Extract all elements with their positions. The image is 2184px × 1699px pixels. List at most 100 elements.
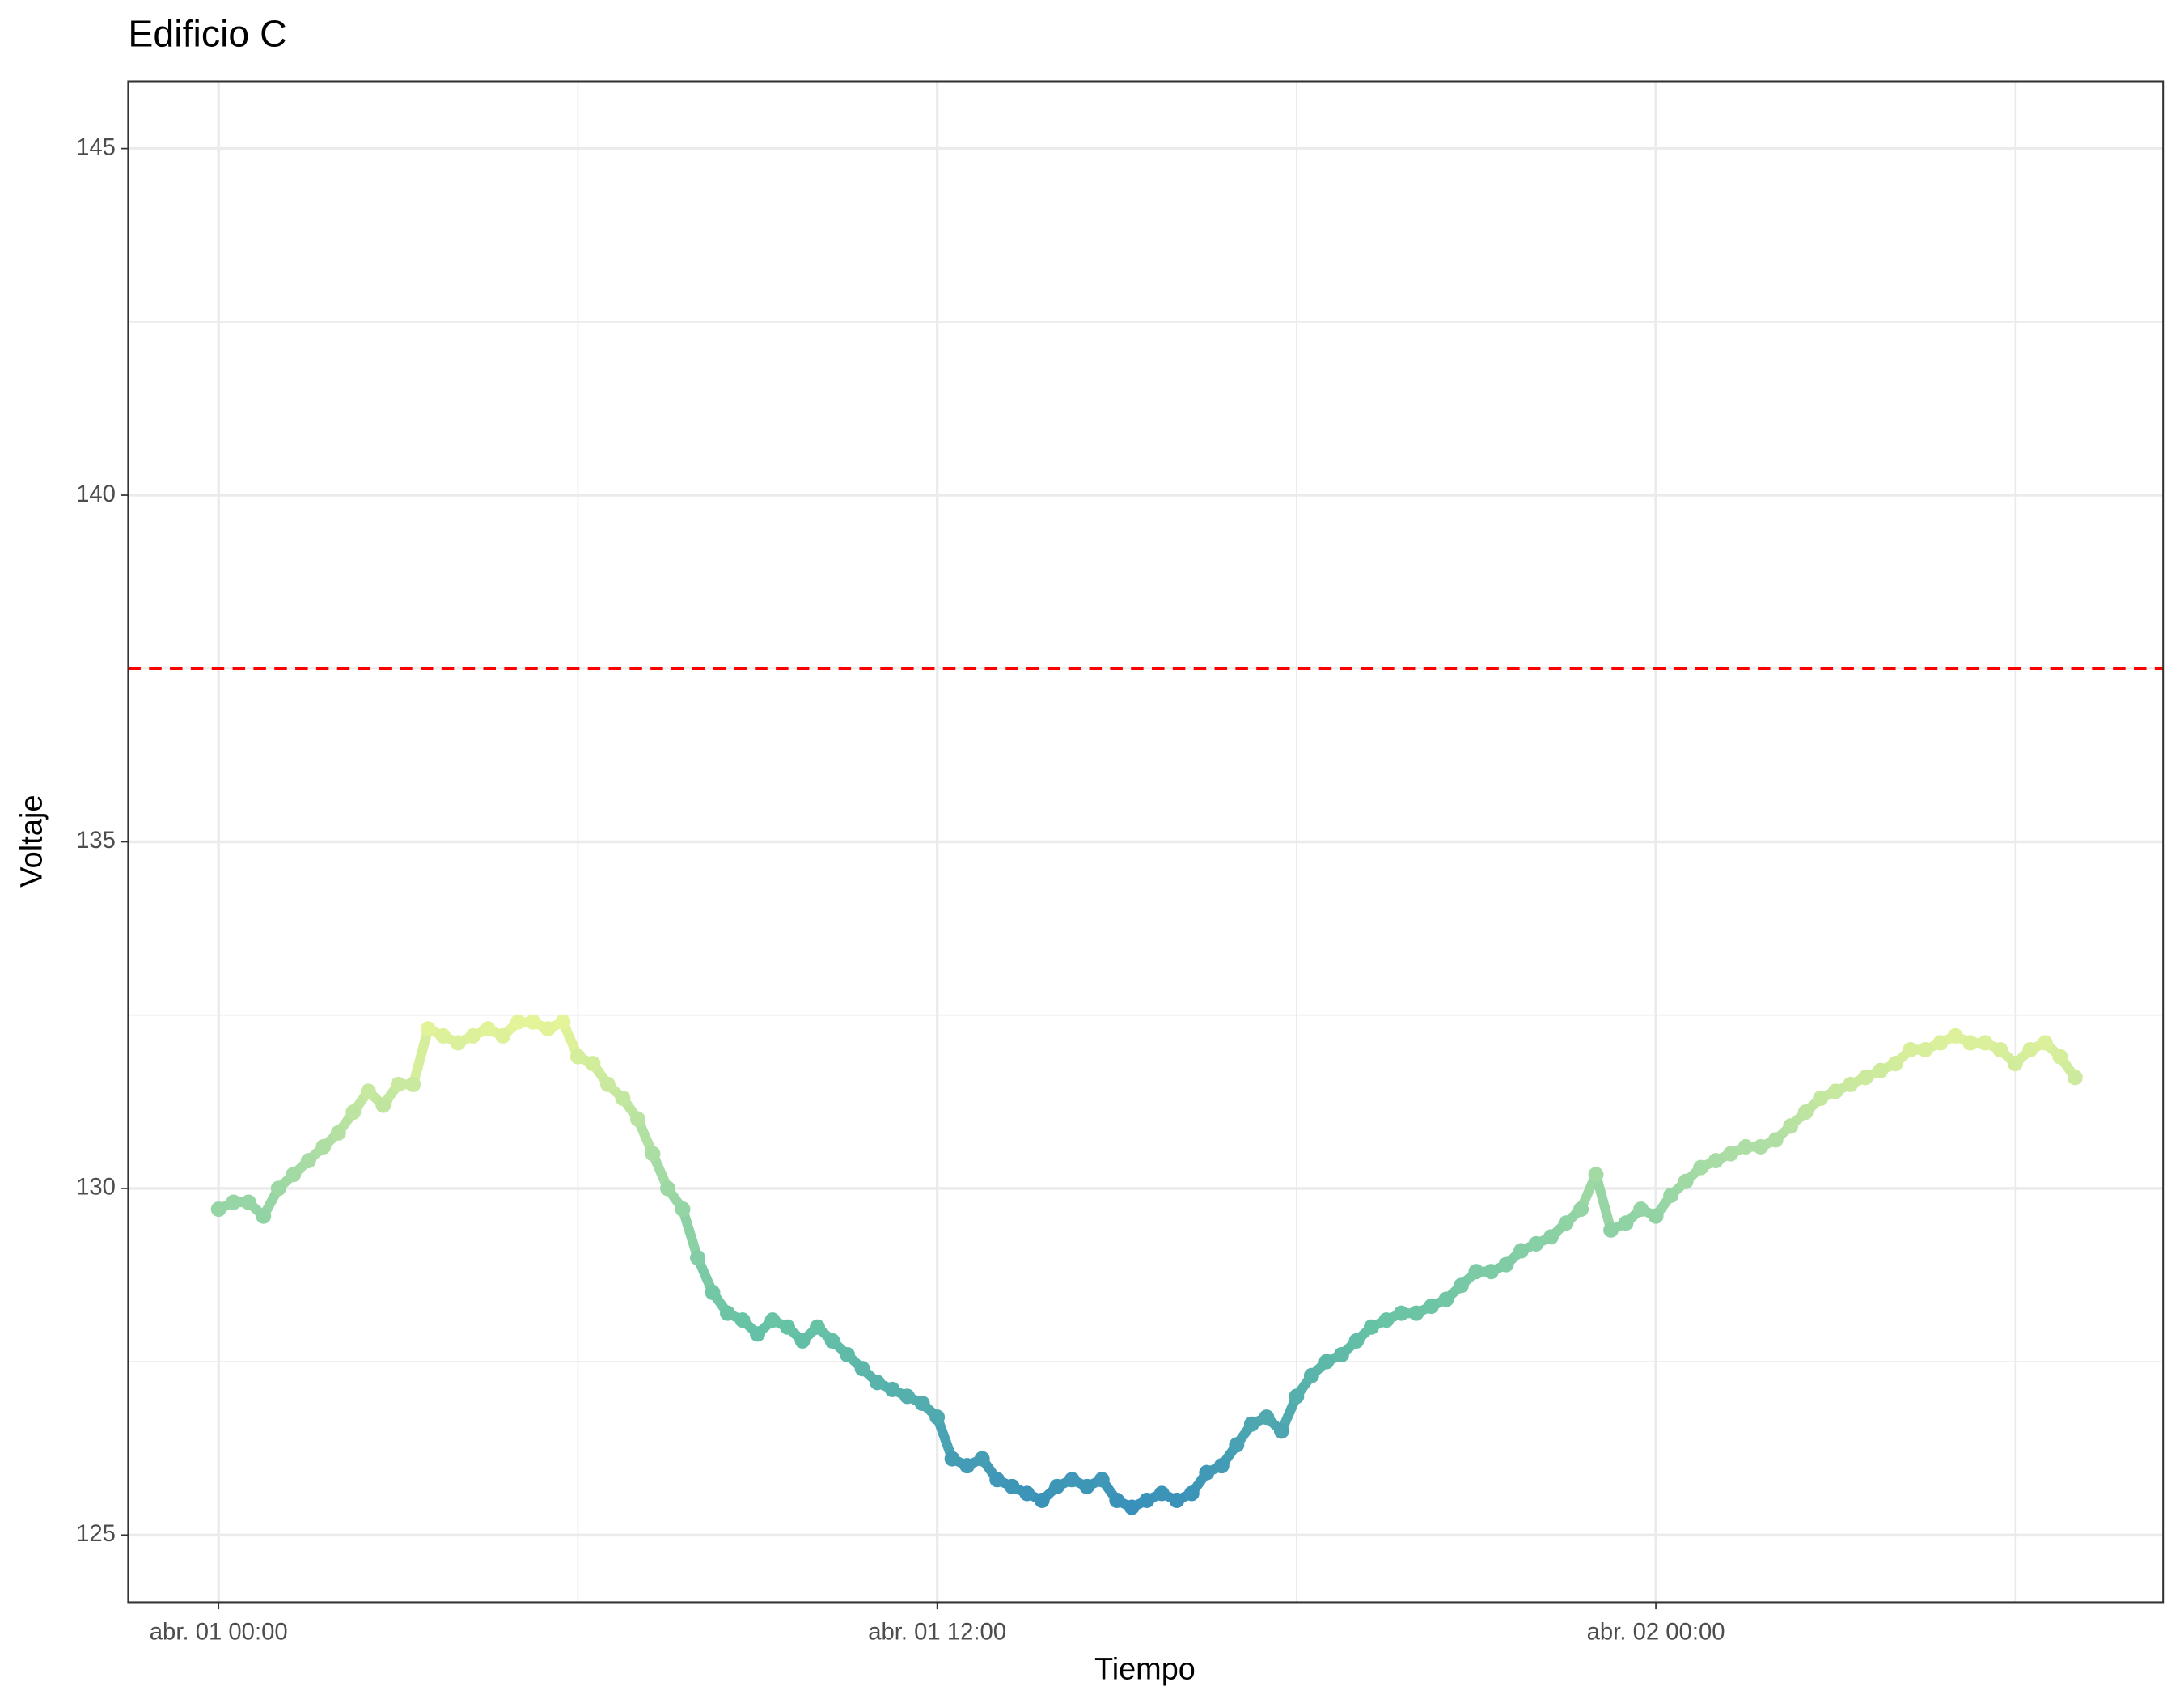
data-point	[675, 1201, 691, 1218]
data-point	[1633, 1201, 1649, 1218]
data-point	[1917, 1041, 1933, 1058]
data-point	[1932, 1035, 1949, 1051]
data-point	[615, 1090, 631, 1107]
data-point	[345, 1104, 362, 1121]
data-point	[1064, 1472, 1080, 1488]
y-axis-label: Voltaje	[15, 794, 49, 887]
data-point	[1857, 1070, 1873, 1086]
data-point	[1289, 1388, 1305, 1405]
data-point	[315, 1138, 332, 1155]
data-point	[1528, 1235, 1544, 1252]
data-point	[510, 1014, 526, 1030]
data-point	[1468, 1264, 1484, 1280]
data-point	[914, 1395, 930, 1412]
data-point	[1139, 1492, 1155, 1509]
data-point	[2037, 1035, 2053, 1051]
data-point	[420, 1021, 436, 1037]
data-point	[480, 1021, 496, 1037]
data-point	[555, 1014, 571, 1030]
data-point	[870, 1375, 886, 1391]
data-point	[750, 1326, 766, 1342]
line-segment	[677, 1204, 703, 1263]
chart-title: Edificio C	[128, 12, 286, 54]
data-point	[375, 1097, 392, 1113]
x-tick-label: abr. 01 00:00	[150, 1618, 288, 1645]
data-point	[645, 1146, 661, 1162]
data-point	[540, 1021, 556, 1037]
data-point	[1558, 1215, 1574, 1231]
x-tick-label: abr. 02 00:00	[1587, 1618, 1725, 1645]
data-point	[286, 1167, 302, 1183]
data-point	[1453, 1277, 1469, 1294]
y-tick-label: 140	[76, 481, 116, 507]
data-point	[1243, 1416, 1259, 1432]
data-point	[1273, 1423, 1289, 1439]
data-point	[525, 1014, 541, 1030]
data-point	[450, 1035, 466, 1051]
data-point	[585, 1056, 601, 1072]
data-point	[256, 1208, 272, 1224]
data-point	[1947, 1027, 1963, 1044]
data-point	[1378, 1312, 1395, 1328]
data-point	[660, 1180, 675, 1197]
data-point	[569, 1049, 586, 1065]
data-point	[1049, 1478, 1065, 1494]
data-point	[1977, 1035, 1993, 1051]
data-point	[1004, 1478, 1020, 1494]
data-point	[1259, 1409, 1275, 1426]
data-point	[1094, 1472, 1110, 1488]
data-point	[599, 1076, 616, 1092]
data-point	[780, 1319, 796, 1335]
data-point	[1843, 1076, 1859, 1092]
data-point	[1393, 1305, 1409, 1321]
data-point	[690, 1250, 705, 1266]
data-point	[989, 1472, 1005, 1488]
data-point	[2067, 1070, 2083, 1086]
line-segment	[1591, 1169, 1616, 1235]
data-point	[1753, 1138, 1769, 1155]
data-point	[629, 1111, 645, 1127]
data-point	[1408, 1305, 1424, 1321]
data-point	[1348, 1333, 1365, 1349]
data-point	[330, 1125, 346, 1141]
y-tick-label: 145	[76, 133, 116, 160]
data-point	[1873, 1062, 1889, 1078]
data-point	[1887, 1056, 1903, 1072]
plot-border	[127, 80, 2165, 1604]
data-point	[240, 1194, 256, 1210]
data-point	[1484, 1264, 1499, 1280]
data-point	[1543, 1229, 1559, 1245]
data-point	[1992, 1041, 2008, 1058]
data-point	[899, 1388, 916, 1405]
data-point	[705, 1284, 721, 1300]
data-point	[1124, 1499, 1140, 1515]
data-point	[435, 1027, 451, 1044]
data-point	[1737, 1138, 1754, 1155]
data-point	[720, 1305, 735, 1321]
data-point	[1962, 1035, 1979, 1051]
x-tick-label: abr. 01 12:00	[868, 1618, 1006, 1645]
data-point	[360, 1083, 376, 1099]
data-point	[1079, 1478, 1095, 1494]
data-point	[1423, 1299, 1439, 1315]
data-point	[1663, 1187, 1679, 1203]
data-point	[884, 1381, 900, 1397]
data-point	[2052, 1049, 2068, 1065]
data-point	[1153, 1485, 1170, 1502]
data-point	[959, 1458, 976, 1474]
data-point	[1783, 1118, 1799, 1134]
data-point	[405, 1076, 421, 1092]
data-point	[764, 1312, 781, 1328]
data-point	[1169, 1492, 1185, 1509]
data-point	[270, 1180, 286, 1197]
data-point	[1588, 1167, 1604, 1183]
data-point	[1019, 1485, 1035, 1502]
data-point	[1573, 1201, 1589, 1218]
data-point	[1618, 1215, 1634, 1231]
data-point	[840, 1347, 856, 1363]
data-point	[1813, 1090, 1829, 1107]
data-point	[824, 1333, 840, 1349]
data-point	[1678, 1173, 1694, 1189]
data-point	[1693, 1159, 1709, 1176]
